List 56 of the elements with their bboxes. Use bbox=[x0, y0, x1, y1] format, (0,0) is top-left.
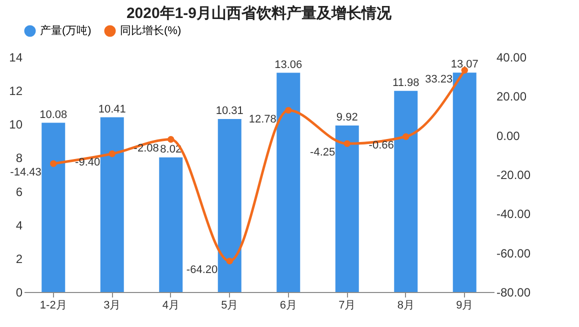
y2-tick-label: 40.00 bbox=[496, 50, 527, 64]
chart-title: 2020年1-9月山西省饮料产量及增长情况 bbox=[126, 5, 393, 22]
legend-label: 产量(万吨) bbox=[40, 24, 92, 37]
point bbox=[168, 136, 174, 143]
data-label: 10.08 bbox=[40, 108, 68, 121]
y-tick-label: 2 bbox=[16, 252, 23, 266]
y-tick-label: 14 bbox=[9, 50, 23, 64]
data-label: 13.06 bbox=[274, 58, 302, 71]
bar bbox=[335, 125, 359, 292]
point bbox=[402, 133, 410, 140]
data-label: 33.23 bbox=[425, 73, 453, 86]
data-label: -14.43 bbox=[10, 166, 42, 179]
bar bbox=[100, 117, 124, 292]
y2-tick-label: 20.00 bbox=[496, 90, 527, 104]
data-label: 10.31 bbox=[216, 104, 244, 117]
y-tick-label: 0 bbox=[16, 286, 23, 300]
point bbox=[285, 106, 292, 114]
bar bbox=[276, 72, 300, 292]
y-tick-label: 10 bbox=[9, 118, 23, 132]
point bbox=[50, 160, 57, 167]
y2-tick-label: -40.00 bbox=[496, 207, 531, 222]
y-tick-label: 6 bbox=[16, 184, 23, 199]
data-label: -0.66 bbox=[368, 140, 394, 152]
x-tick-label: 6月 bbox=[280, 300, 297, 312]
y2-tick-label: -60.00 bbox=[496, 246, 531, 260]
data-label: 12.78 bbox=[248, 113, 276, 126]
bar bbox=[394, 90, 418, 292]
bar bbox=[42, 122, 66, 292]
y2-tick-label: 0.00 bbox=[496, 128, 520, 143]
point bbox=[226, 258, 233, 264]
y2-tick-label: -20.00 bbox=[496, 168, 531, 182]
data-label: 9.92 bbox=[336, 111, 358, 124]
x-tick-label: 1-2月 bbox=[40, 300, 67, 312]
data-label: -4.25 bbox=[310, 146, 336, 159]
x-tick-label: 5月 bbox=[221, 300, 238, 312]
data-label: -64.20 bbox=[186, 264, 218, 276]
x-tick-label: 4月 bbox=[162, 300, 180, 312]
data-label: -2.08 bbox=[134, 142, 159, 154]
y-tick-label: 4 bbox=[16, 218, 23, 232]
x-tick-label: 7月 bbox=[338, 300, 356, 312]
data-label: 11.98 bbox=[392, 76, 420, 89]
x-tick-label: 9月 bbox=[456, 300, 474, 312]
x-tick-label: 3月 bbox=[104, 300, 121, 312]
data-label: -9.40 bbox=[75, 156, 100, 169]
y-tick-label: 12 bbox=[9, 84, 23, 98]
x-tick-label: 8月 bbox=[397, 300, 414, 312]
y2-tick-label: -80.00 bbox=[496, 286, 531, 300]
data-label: 13.07 bbox=[450, 58, 478, 71]
point bbox=[344, 140, 350, 148]
bar bbox=[218, 118, 242, 292]
bar bbox=[452, 72, 476, 292]
y-tick-label: 8 bbox=[16, 151, 23, 166]
legend-label: 同比增长(%) bbox=[120, 24, 182, 37]
bar bbox=[159, 157, 183, 292]
data-label: 10.41 bbox=[98, 103, 126, 116]
point bbox=[108, 150, 116, 158]
